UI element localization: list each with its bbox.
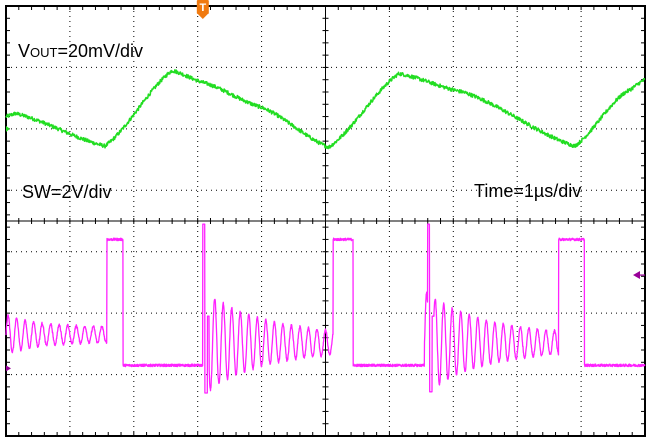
trigger-position-marker: T (196, 0, 209, 19)
vout-label-scale: =20mV/div (57, 41, 143, 61)
trigger-marker-letter: T (199, 2, 206, 14)
vout-trace (5, 69, 646, 150)
screen-border (5, 5, 646, 437)
vout-label-prefix: V (18, 41, 30, 61)
channel2-offset-marker (6, 365, 11, 372)
trigger-level-arrow (633, 271, 645, 280)
trigger-marker-tip (197, 14, 208, 19)
channel1-offset-marker (6, 125, 10, 132)
graticule (5, 5, 646, 437)
vout-scale-label: VOUT=20mV/div (18, 41, 143, 61)
sw-trace (5, 223, 646, 394)
trigger-marker-body (196, 0, 209, 14)
traces (5, 69, 646, 394)
trigger-level-arrow-head (633, 271, 640, 280)
vout-label-subscript: OUT (30, 45, 58, 60)
time-scale-label: Time=1µs/div (474, 181, 581, 201)
sw-scale-label: SW=2V/div (22, 182, 112, 202)
